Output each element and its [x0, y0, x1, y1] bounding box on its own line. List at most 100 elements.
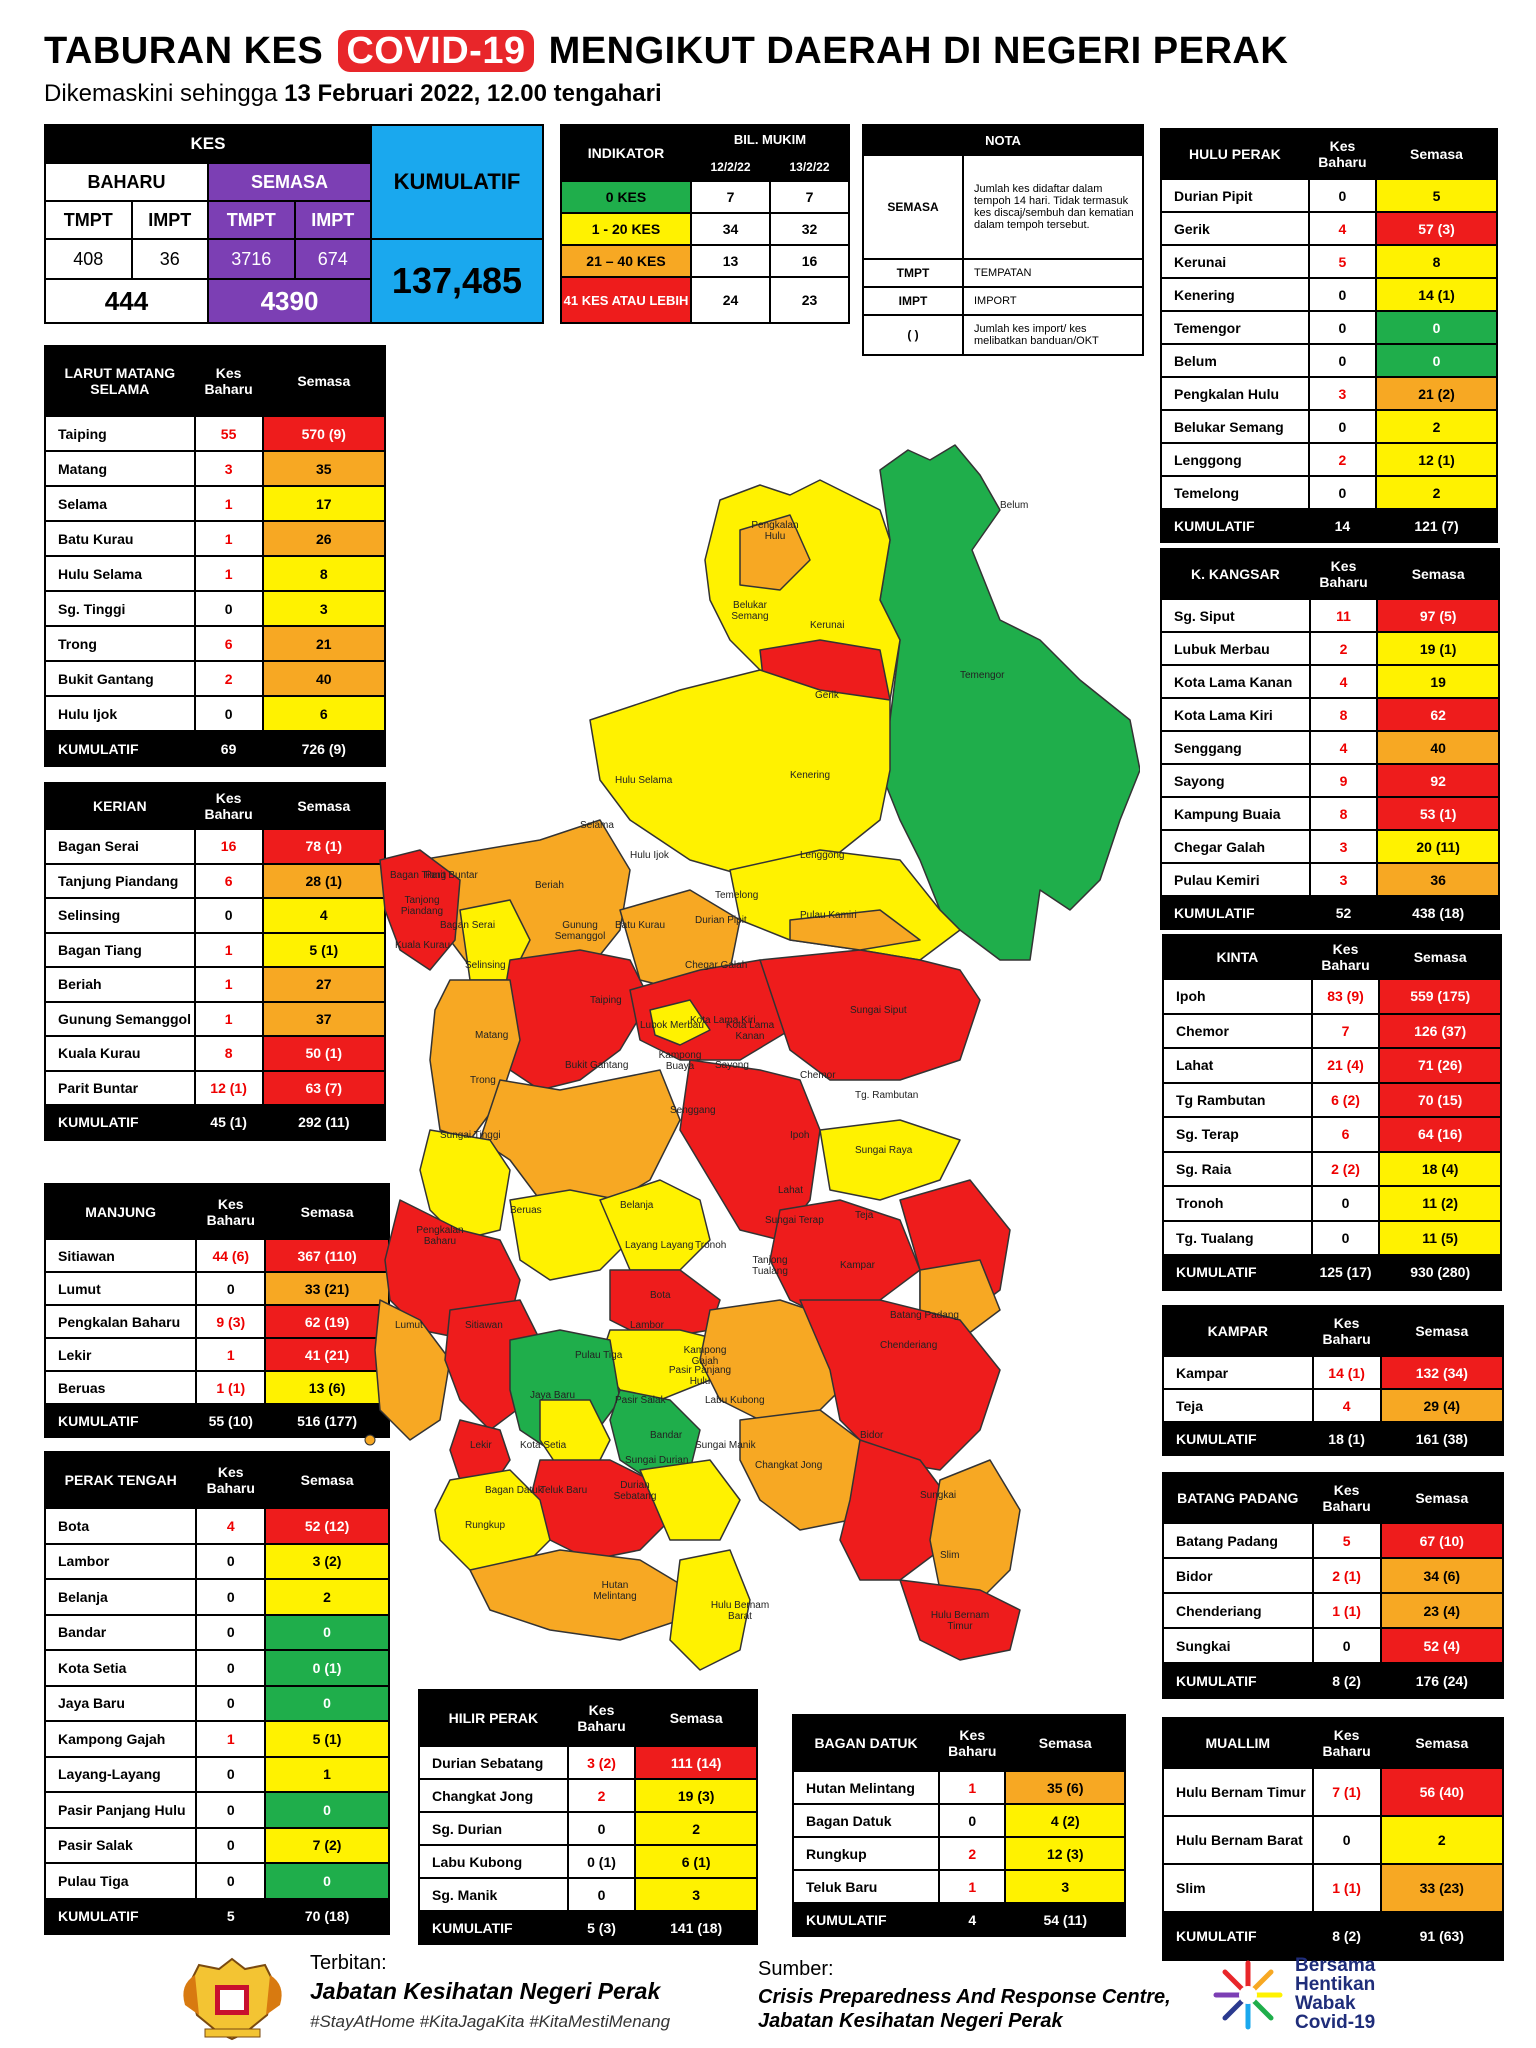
map-label: Bidor	[860, 1430, 884, 1441]
hashtags: #StayAtHome #KitaJagaKita #KitaMestiMena…	[310, 2012, 671, 2031]
mukim-name: Lumut	[43, 1271, 198, 1306]
table-row: Pulau Tiga 0 0	[43, 1862, 390, 1900]
kumulatif-semasa: 516 (177)	[264, 1403, 390, 1438]
map-label: Sungai Siput	[850, 1005, 907, 1016]
semasa-value: 12 (1)	[1375, 442, 1498, 477]
table-row: Temelong 0 2	[1160, 475, 1498, 510]
map-region-yellow	[819, 1119, 961, 1201]
district-table: K. KANGSAR Kes Baharu Semasa Sg. Siput 11 97 …	[1160, 548, 1500, 930]
kes-baharu-value: 6 (2)	[1310, 1081, 1381, 1118]
kes-baharu-value: 1 (1)	[195, 1370, 267, 1405]
district-table: HULU PERAK Kes Baharu Semasa Durian Pipit 0 5…	[1160, 128, 1498, 543]
semasa-value: 40	[1376, 730, 1500, 765]
district-table: HILIR PERAK Kes Baharu Semasa Durian Sebata…	[418, 1689, 758, 1945]
mukim-name: Gerik	[1160, 211, 1310, 246]
semasa-value: 36	[1376, 862, 1500, 897]
kes-baharu-value: 2	[193, 660, 264, 697]
mukim-name: Tanjung Piandang	[44, 862, 196, 899]
mukim-name: Batu Kurau	[44, 520, 196, 557]
kes-baharu-value: 3	[1308, 862, 1379, 897]
map-label: Hulu Bernam Barat	[710, 1600, 770, 1622]
kes-baharu-value: 1 (1)	[1311, 1863, 1382, 1913]
indicator-value: 34	[690, 212, 771, 246]
semasa-value: 2	[264, 1578, 390, 1616]
mukim-name: Kenering	[1160, 277, 1310, 312]
map-label: Ipoh	[790, 1130, 810, 1141]
table-row: Kota Setia 0 0 (1)	[43, 1649, 390, 1687]
table-row: Kenering 0 14 (1)	[1160, 277, 1498, 312]
date-col-2: 13/2/22	[769, 152, 850, 182]
mukim-name: Pengkalan Hulu	[1160, 376, 1310, 411]
semasa-value: 92	[1376, 763, 1500, 798]
kumulatif-label: KUMULATIF	[1160, 895, 1311, 930]
kes-baharu-value: 16	[193, 828, 264, 865]
semasa-value: 19 (3)	[634, 1778, 758, 1813]
kes-baharu-value: 0	[195, 1271, 267, 1306]
semasa-value: 26	[261, 520, 387, 557]
table-row: Tronoh 0 11 (2)	[1162, 1185, 1502, 1222]
semasa-value: 570 (9)	[261, 415, 387, 452]
indicator-value: 32	[769, 212, 850, 246]
sumber-label: Sumber:	[758, 1958, 834, 1980]
map-label: Beriah	[535, 880, 564, 891]
map-label: Chemor	[800, 1070, 836, 1081]
table-row: Selinsing 0 4	[44, 897, 387, 934]
semasa-value: 23 (4)	[1379, 1592, 1505, 1629]
map-label: Bagan Datuk	[485, 1485, 543, 1496]
table-row: Matang 3 35	[44, 450, 387, 487]
table-row: Pasir Salak 0 7 (2)	[43, 1826, 390, 1864]
semasa-value: 50 (1)	[261, 1035, 387, 1072]
semasa-total: 4390	[207, 278, 372, 324]
map-label: Gerik	[815, 690, 839, 701]
map-label: Parit Buntar	[425, 870, 478, 881]
semasa-value: 0	[264, 1862, 390, 1900]
col-kes-baharu: Kes Baharu	[1311, 1717, 1382, 1769]
bersama-logo-icon	[1208, 1955, 1288, 2035]
mukim-name: Sg. Tinggi	[44, 590, 196, 627]
kes-baharu-value: 0	[193, 695, 264, 732]
semasa-value: 17	[261, 485, 387, 522]
map-label: Slim	[940, 1550, 960, 1561]
semasa-value: 0	[264, 1613, 390, 1651]
kumulatif-label: KUMULATIF	[1162, 1662, 1314, 1699]
map-label: Changkat Jong	[755, 1460, 823, 1471]
district-table: KAMPAR Kes Baharu Semasa Kampar 14 (1) 132 (3…	[1162, 1305, 1505, 1456]
mukim-name: Kota Lama Kanan	[1160, 664, 1311, 699]
col-semasa: Semasa	[1379, 1305, 1505, 1357]
kes-baharu-value: 0	[195, 1578, 267, 1616]
semasa-value: 3 (2)	[264, 1542, 390, 1580]
kumulatif-semasa: 292 (11)	[261, 1104, 387, 1141]
kes-baharu-value: 4	[1311, 1388, 1382, 1423]
publisher-name: Jabatan Kesihatan Negeri Perak	[310, 1978, 661, 2004]
mukim-name: Kerunai	[1160, 244, 1310, 279]
mukim-name: Beruas	[43, 1370, 198, 1405]
table-row: Beriah 1 27	[44, 966, 387, 1003]
table-row: Slim 1 (1) 33 (23)	[1162, 1863, 1505, 1913]
mukim-name: Lekir	[43, 1337, 198, 1372]
map-label: Lubok Merbau	[640, 1020, 704, 1031]
kes-baharu-value: 0	[195, 1862, 267, 1900]
map-region-yellow	[589, 669, 891, 881]
table-row: Bandar 0 0	[43, 1613, 390, 1651]
semasa-value: 3	[261, 590, 387, 627]
semasa-value: 64 (16)	[1378, 1116, 1502, 1153]
table-row: Belum 0 0	[1160, 343, 1498, 378]
district-table: KERIAN Kes Baharu Semasa Bagan Serai 16 78 (1…	[44, 782, 387, 1141]
kes-baharu-value: 0	[1310, 1219, 1381, 1256]
semasa-value: 35	[261, 450, 387, 487]
semasa-value: 126 (37)	[1378, 1012, 1502, 1049]
map-region-orange	[739, 514, 811, 591]
baharu-label: BAHARU	[44, 162, 209, 202]
baharu-impt-value: 36	[130, 238, 210, 280]
mukim-name: Pasir Salak	[43, 1826, 198, 1864]
semasa-value: 35 (6)	[1004, 1770, 1126, 1805]
semasa-value: 3	[1004, 1869, 1126, 1904]
map-label: Lahat	[778, 1185, 804, 1196]
semasa-value: 8	[261, 555, 387, 592]
logo-line: Hentikan	[1295, 1974, 1376, 1995]
map-label: Belukar Semang	[731, 600, 769, 622]
col-kes-baharu: Kes Baharu	[1308, 548, 1379, 600]
col-semasa: Semasa	[1375, 128, 1498, 180]
table-row: Batang Padang 5 67 (10)	[1162, 1522, 1505, 1559]
kes-baharu-value: 0	[1307, 475, 1378, 510]
